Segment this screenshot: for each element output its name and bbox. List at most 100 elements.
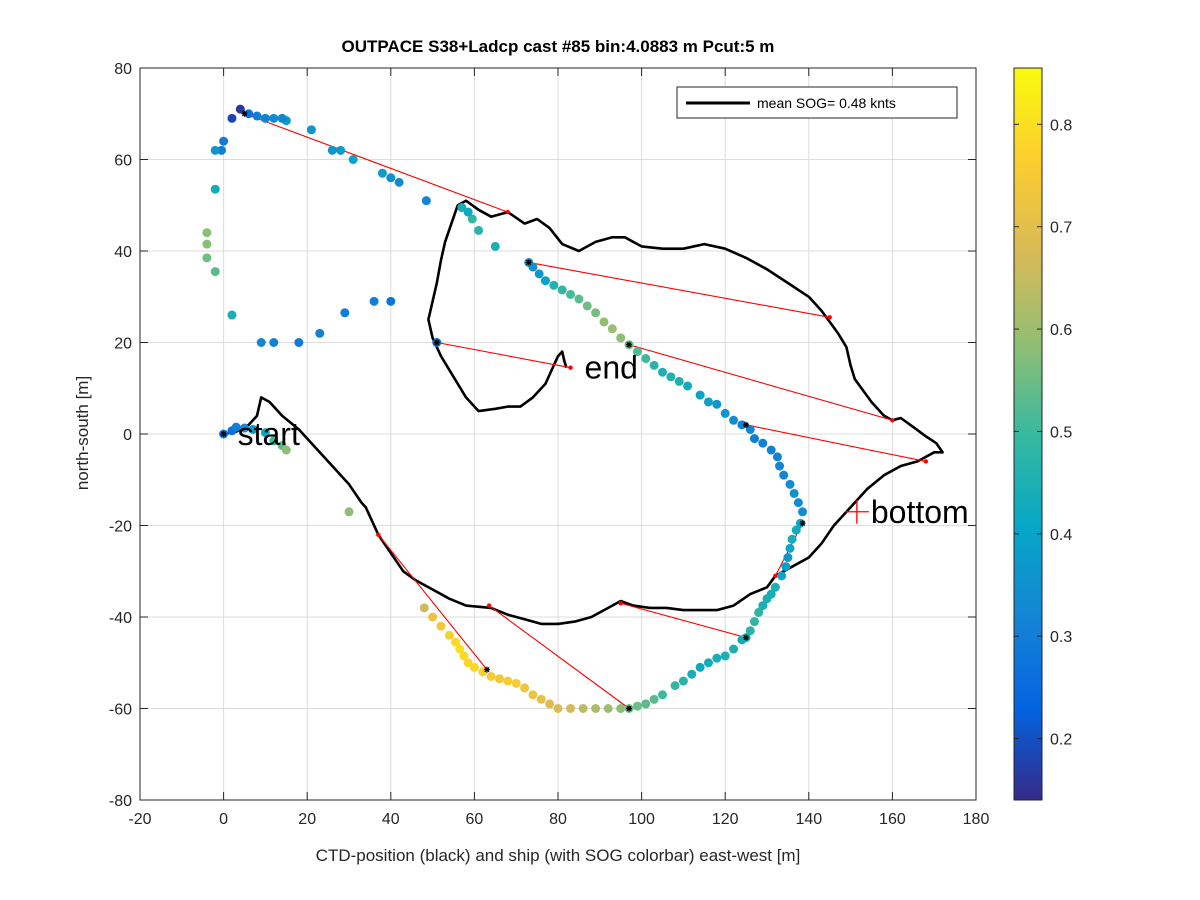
connector-ctd-dot (923, 459, 929, 464)
ship-point (503, 676, 513, 686)
black-markers-layer (220, 110, 806, 712)
ship-point (758, 438, 768, 448)
ship-point (219, 136, 229, 146)
y-tick-label: -80 (109, 793, 132, 810)
y-tick-label: -20 (109, 519, 132, 536)
ship-point (649, 360, 659, 370)
ship-point (783, 553, 793, 563)
x-tick-label: 20 (298, 811, 316, 828)
ship-point (210, 184, 220, 194)
ship-point (455, 644, 465, 654)
connector-ctd-dot (376, 532, 381, 537)
ship-point (599, 317, 609, 327)
y-tick-label: 40 (114, 244, 132, 261)
ship-point (306, 125, 316, 135)
connector-ctd-dot (827, 315, 832, 320)
ship-point (582, 301, 592, 311)
y-tick-label: 60 (114, 153, 132, 170)
black-asterisk-marker (241, 110, 248, 117)
ship-point (632, 347, 642, 357)
ship-point (749, 434, 759, 444)
ship-point (444, 630, 454, 640)
connector-ctd-dot (618, 601, 623, 606)
black-asterisk-marker (743, 421, 750, 428)
ship-point (474, 225, 484, 235)
connector-line (377, 534, 488, 670)
ship-point (703, 397, 713, 407)
y-tick-label: 20 (114, 336, 132, 353)
black-asterisk-marker (220, 431, 227, 437)
ship-point (793, 498, 803, 508)
ship-point (252, 111, 262, 121)
ship-point (683, 381, 693, 391)
connector-line (528, 261, 830, 318)
colorbar-tick-label: 0.8 (1050, 117, 1072, 134)
connector-line (620, 602, 747, 639)
colorbar-tick-label: 0.6 (1050, 322, 1072, 339)
ship-point (720, 408, 730, 418)
black-asterisk-marker (743, 634, 750, 641)
ship-point (566, 289, 576, 299)
ship-point (658, 690, 667, 700)
connector-line (745, 424, 926, 462)
ship-point (775, 461, 785, 471)
ship-point (202, 239, 212, 249)
ship-point (758, 601, 768, 611)
legend-label: mean SOG= 0.48 knts (757, 95, 896, 111)
connector-ctd-dot (773, 573, 778, 579)
x-tick-label: 160 (879, 811, 906, 828)
ship-point (749, 617, 759, 627)
ship-point (789, 488, 799, 498)
connector-line (628, 344, 893, 421)
ship-point (632, 701, 642, 711)
ship-point (377, 168, 387, 178)
ship-point (695, 662, 705, 672)
ship-point (607, 324, 617, 334)
ship-point (591, 704, 601, 713)
ship-point (494, 674, 504, 684)
ship-point (240, 423, 249, 433)
colorbar-tick-label: 0.2 (1050, 732, 1072, 749)
ship-point (549, 280, 559, 290)
ship-point (428, 612, 438, 622)
ship-point (269, 436, 279, 446)
colorbar-frame (1013, 67, 1043, 801)
ship-point (603, 704, 613, 713)
asterisk-stroke (434, 339, 440, 346)
annotation-bottom: bottom (871, 494, 969, 530)
ship-point (674, 376, 684, 386)
ship-point (459, 651, 469, 661)
asterisk-stroke (241, 111, 248, 117)
ship-point (369, 296, 379, 306)
ship-point (712, 399, 722, 409)
ship-point (210, 145, 220, 155)
ship-point (511, 678, 521, 688)
ship-point (269, 338, 279, 347)
ship-point (227, 310, 237, 320)
ship-point (658, 367, 667, 377)
ship-point (687, 669, 697, 679)
ship-point (785, 543, 795, 553)
ship-point (695, 390, 705, 400)
ship-point (781, 562, 791, 572)
colorbar-tick-label: 0.4 (1050, 527, 1072, 544)
ship-point (536, 694, 546, 704)
x-tick-label: 120 (712, 811, 739, 828)
ship-point (712, 653, 722, 663)
black-asterisk-marker (483, 666, 490, 673)
ship-point (766, 589, 776, 599)
ship-point (649, 694, 659, 704)
ship-point (260, 113, 270, 123)
x-tick-label: 140 (795, 811, 822, 828)
ship-point (574, 294, 584, 304)
x-axis-label: CTD-position (black) and ship (with SOG … (316, 846, 801, 865)
ship-point (616, 704, 626, 713)
ship-point (545, 699, 555, 709)
connector-line (488, 605, 630, 709)
ship-point (248, 424, 258, 434)
chart-title: OUTPACE S38+Ladcp cast #85 bin:4.0883 m … (342, 37, 775, 56)
y-tick-label: -60 (109, 702, 132, 719)
ship-point (666, 372, 676, 382)
black-asterisk-marker (626, 341, 633, 348)
black-asterisk-marker (799, 520, 806, 527)
